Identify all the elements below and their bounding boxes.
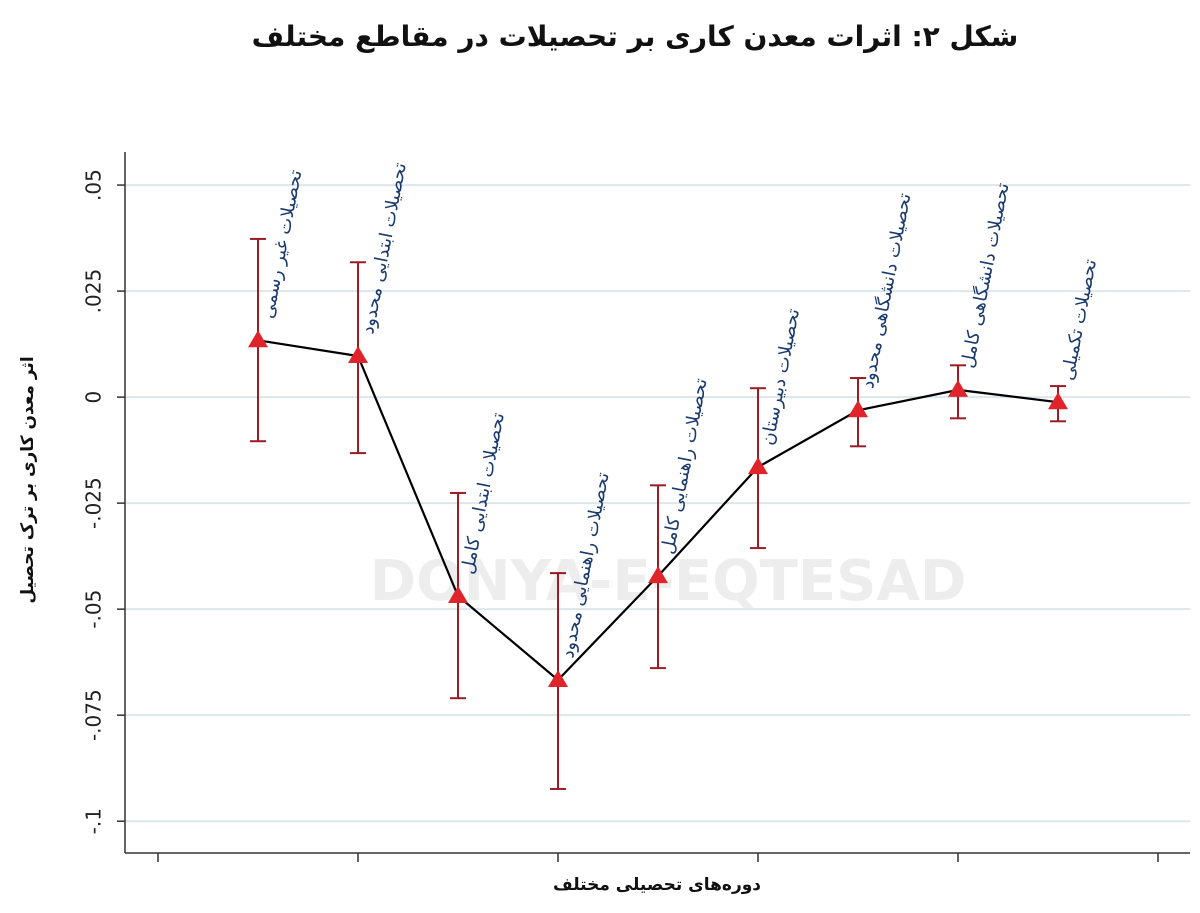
point-label: تحصیلات ابتدایی محدود bbox=[357, 161, 411, 336]
y-tick-label: -.075 bbox=[82, 689, 106, 741]
marker bbox=[1048, 392, 1068, 410]
y-tick-label: -.1 bbox=[82, 808, 106, 834]
marker bbox=[348, 345, 368, 363]
point-label: تحصیلات دبیرستان bbox=[757, 307, 804, 447]
marker bbox=[448, 586, 468, 604]
y-tick-label: -.05 bbox=[82, 590, 106, 629]
chart-title: شکل ۲: اثرات معدن کاری بر تحصیلات در مقا… bbox=[252, 20, 1019, 53]
marker bbox=[248, 330, 268, 348]
y-tick-label: -.025 bbox=[82, 477, 106, 529]
point-label: تحصیلات تکمیلی bbox=[1057, 258, 1101, 383]
y-axis-label: اثر معدن کاری بر ترک تحصیل bbox=[18, 356, 38, 603]
marker bbox=[748, 457, 768, 475]
watermark: DONYA-E-EQTESAD bbox=[370, 549, 967, 614]
marker bbox=[848, 400, 868, 418]
marker bbox=[648, 566, 668, 584]
x-axis-label: دوره‌های تحصیلی مختلف bbox=[553, 875, 761, 895]
y-tick-label: 0 bbox=[82, 391, 106, 404]
marker bbox=[548, 669, 568, 687]
y-tick-label: .05 bbox=[82, 169, 106, 201]
point-label: تحصیلات غیر رسمی bbox=[257, 168, 306, 320]
point-label: تحصیلات راهنمایی کامل bbox=[657, 377, 712, 556]
y-tick-label: .025 bbox=[82, 269, 106, 314]
point-label: تحصیلات دانشگاهی کامل bbox=[956, 181, 1013, 370]
marker bbox=[948, 379, 968, 397]
